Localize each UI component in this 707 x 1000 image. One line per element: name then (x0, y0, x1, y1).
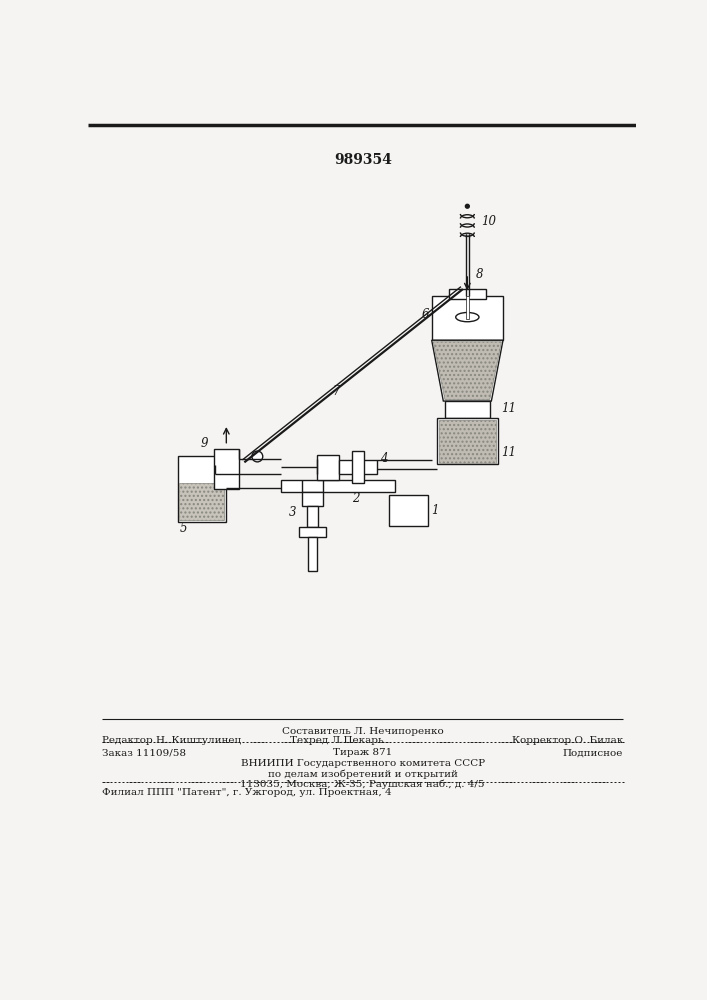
Bar (179, 483, 224, 520)
Text: 6: 6 (422, 308, 429, 321)
Text: 2: 2 (352, 492, 359, 505)
Text: 11: 11 (501, 402, 516, 415)
Text: по делам изобретений и открытий: по делам изобретений и открытий (268, 769, 457, 779)
Bar (352, 451, 364, 483)
Polygon shape (432, 340, 503, 401)
Bar (307, 506, 317, 527)
Text: ВНИИПИ Государственного комитета СССР: ВНИИПИ Государственного комитета СССР (240, 759, 485, 768)
Text: 5: 5 (180, 522, 187, 535)
Text: 8: 8 (476, 267, 484, 280)
Bar (438, 420, 496, 463)
Bar (308, 537, 317, 571)
Text: 3: 3 (288, 506, 296, 519)
Text: Техред Л.Пекарь: Техред Л.Пекарь (290, 736, 383, 745)
Text: 4: 4 (380, 452, 387, 465)
Text: Подписное: Подписное (563, 748, 623, 757)
Text: 7: 7 (332, 385, 340, 398)
Bar (281, 480, 395, 492)
Ellipse shape (456, 312, 479, 322)
Bar (445, 401, 490, 418)
Bar (466, 296, 469, 319)
Text: 1: 1 (431, 504, 438, 517)
Bar (214, 449, 239, 489)
Bar (317, 455, 339, 480)
Text: 989354: 989354 (334, 153, 392, 167)
Bar (437, 418, 498, 464)
Text: Составитель Л. Нечипоренко: Составитель Л. Нечипоренко (282, 727, 443, 736)
Text: 11: 11 (501, 446, 516, 459)
Text: Редактор Н. Киштулинец: Редактор Н. Киштулинец (103, 736, 242, 745)
Text: Филиал ППП "Патент", г. Ужгород, ул. Проектная, 4: Филиал ППП "Патент", г. Ужгород, ул. Про… (103, 788, 392, 797)
Bar (299, 527, 325, 537)
Text: 10: 10 (481, 215, 496, 228)
Text: 113035, Москва, Ж-35, Раушская наб., д. 4/5: 113035, Москва, Ж-35, Раушская наб., д. … (240, 779, 485, 789)
Bar (389, 495, 428, 526)
Text: 9: 9 (201, 437, 209, 450)
Bar (301, 492, 323, 506)
Bar (177, 456, 226, 522)
Text: Тираж 871: Тираж 871 (333, 748, 392, 757)
Circle shape (252, 451, 263, 462)
Bar (339, 460, 378, 474)
Circle shape (465, 204, 469, 208)
Bar (449, 289, 486, 299)
Text: Заказ 11109/58: Заказ 11109/58 (103, 748, 187, 757)
Polygon shape (433, 342, 501, 400)
Bar (432, 296, 503, 340)
Text: Корректор О. Билак: Корректор О. Билак (512, 736, 623, 745)
